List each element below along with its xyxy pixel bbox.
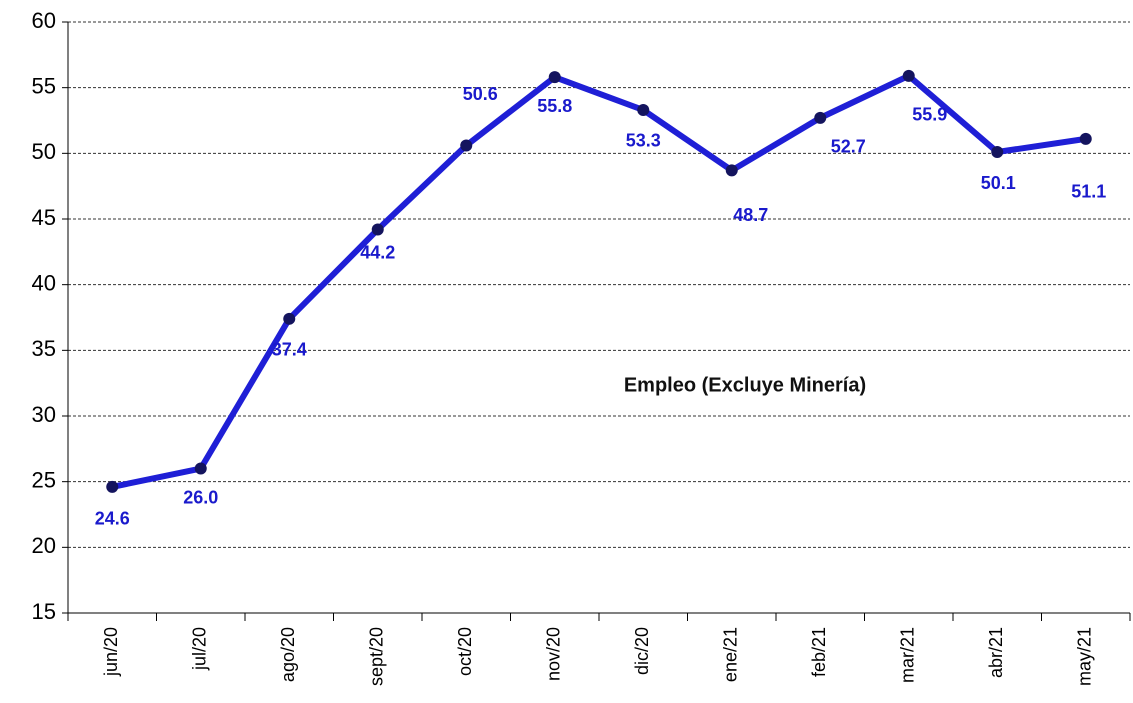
x-tick-label: ene/21: [721, 627, 741, 682]
y-tick-label: 25: [32, 467, 56, 492]
data-label: 55.8: [537, 96, 572, 116]
data-label: 37.4: [272, 340, 307, 360]
data-label: 24.6: [95, 509, 130, 529]
x-tick-label: ago/20: [278, 627, 298, 682]
data-point: [194, 462, 207, 475]
y-tick-label: 35: [32, 336, 56, 361]
data-point: [106, 480, 119, 493]
y-tick-label: 50: [32, 139, 56, 164]
data-label: 48.7: [733, 205, 768, 225]
data-point: [991, 146, 1004, 159]
data-label: 52.7: [831, 137, 866, 157]
data-label: 26.0: [183, 487, 218, 507]
data-label: 50.6: [463, 84, 498, 104]
y-tick-label: 40: [32, 270, 56, 295]
data-label: 53.3: [626, 131, 661, 151]
y-tick-label: 60: [32, 8, 56, 33]
data-point: [725, 164, 738, 177]
y-tick-label: 30: [32, 402, 56, 427]
data-label: 55.9: [912, 105, 947, 125]
data-point: [637, 103, 650, 116]
data-point: [814, 111, 827, 124]
data-label: 51.1: [1071, 182, 1106, 202]
chart-annotation: Empleo (Excluye Minería): [624, 374, 866, 396]
y-tick-label: 20: [32, 533, 56, 558]
x-tick-label: mar/21: [898, 627, 918, 683]
y-tick-label: 15: [32, 599, 56, 624]
data-label: 50.1: [981, 173, 1016, 193]
x-tick-label: may/21: [1075, 627, 1095, 686]
y-tick-label: 45: [32, 205, 56, 230]
data-point: [460, 139, 473, 152]
y-tick-label: 55: [32, 73, 56, 98]
x-tick-label: jul/20: [190, 627, 210, 671]
x-tick-label: oct/20: [455, 627, 475, 676]
x-tick-label: nov/20: [544, 627, 564, 681]
x-tick-label: feb/21: [809, 627, 829, 677]
data-point: [1079, 132, 1092, 145]
data-line: [111, 72, 1087, 490]
data-point: [283, 312, 296, 325]
x-tick-label: dic/20: [632, 627, 652, 675]
data-point: [548, 71, 561, 84]
x-tick-label: abr/21: [986, 627, 1006, 678]
x-tick-label: jun/20: [101, 627, 121, 677]
data-point: [902, 69, 915, 82]
data-label: 44.2: [360, 242, 395, 262]
data-point: [371, 223, 384, 236]
x-tick-label: sept/20: [367, 627, 387, 686]
